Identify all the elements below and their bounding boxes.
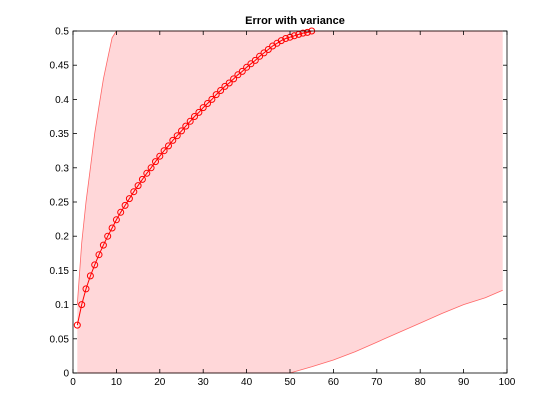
data-point — [277, 37, 285, 45]
data-point — [264, 46, 272, 53]
data-point — [173, 132, 181, 140]
data-point — [160, 147, 168, 155]
data-point — [143, 169, 151, 177]
data-point — [282, 35, 290, 42]
data-point — [290, 32, 298, 40]
x-tick-label: 70 — [371, 377, 383, 388]
data-point — [134, 182, 142, 190]
data-point — [208, 95, 216, 103]
data-point — [204, 100, 211, 107]
data-point — [108, 224, 116, 232]
x-tick-label: 50 — [284, 377, 296, 388]
x-tick-label: 0 — [70, 377, 76, 388]
data-point — [138, 175, 146, 183]
data-point — [195, 108, 203, 116]
data-point — [147, 164, 155, 172]
data-point — [234, 71, 242, 79]
data-point — [191, 113, 198, 120]
x-tick-label: 100 — [499, 377, 516, 388]
y-tick-label: 0.05 — [50, 334, 70, 345]
data-point — [178, 127, 185, 135]
data-point — [182, 122, 190, 130]
data-point — [238, 67, 246, 75]
x-tick-label: 40 — [241, 377, 253, 388]
y-tick-label: 0.45 — [50, 61, 70, 72]
data-point — [91, 261, 99, 269]
data-point — [260, 49, 268, 57]
variance-band — [77, 31, 503, 373]
data-point — [82, 285, 90, 293]
x-tick-label: 60 — [328, 377, 340, 388]
series-line — [76, 30, 312, 326]
data-point — [156, 152, 164, 160]
data-point — [212, 91, 220, 99]
data-point — [303, 28, 311, 36]
data-point — [251, 56, 259, 64]
data-point — [243, 63, 251, 71]
data-point — [299, 29, 307, 37]
data-point — [152, 158, 159, 166]
y-tick-label: 0.2 — [55, 232, 69, 243]
data-point — [165, 142, 172, 150]
data-point — [112, 216, 120, 224]
x-tick-label: 20 — [154, 377, 166, 388]
data-point — [104, 232, 112, 240]
data-point — [186, 117, 194, 125]
y-tick-label: 0.3 — [55, 163, 69, 174]
y-tick-label: 0.5 — [55, 27, 69, 38]
y-tick-label: 0.25 — [50, 198, 70, 209]
plot-area — [73, 27, 503, 374]
data-point — [217, 87, 225, 94]
x-tick-label: 30 — [198, 377, 210, 388]
y-tick-label: 0.4 — [55, 95, 69, 106]
data-point — [169, 136, 177, 144]
chart-title: Error with variance — [245, 15, 345, 27]
data-point — [73, 321, 81, 329]
data-point — [130, 188, 138, 196]
data-point — [125, 195, 133, 203]
data-point — [121, 201, 129, 209]
data-point — [247, 60, 255, 68]
y-tick-label: 0.1 — [55, 300, 69, 311]
data-point — [86, 272, 94, 280]
x-tick-label: 10 — [111, 377, 123, 388]
x-tick-label: 80 — [415, 377, 427, 388]
y-tick-label: 0.15 — [50, 266, 70, 277]
data-point — [117, 208, 125, 216]
y-tick-label: 0.35 — [50, 129, 70, 140]
y-tick-label: 0 — [63, 369, 69, 380]
data-point — [99, 241, 107, 249]
data-point — [221, 82, 229, 90]
data-point — [95, 251, 103, 259]
data-point — [225, 79, 233, 87]
data-point — [256, 52, 264, 60]
data-point — [199, 104, 207, 112]
x-tick-label: 90 — [458, 377, 470, 388]
data-point — [230, 75, 238, 83]
axes: 0 10 20 30 40 50 60 70 80 90 100 0 0.05 0.1 0.15 0.2 0.2… — [50, 27, 516, 389]
data-point — [295, 30, 303, 38]
data-point — [78, 301, 86, 309]
